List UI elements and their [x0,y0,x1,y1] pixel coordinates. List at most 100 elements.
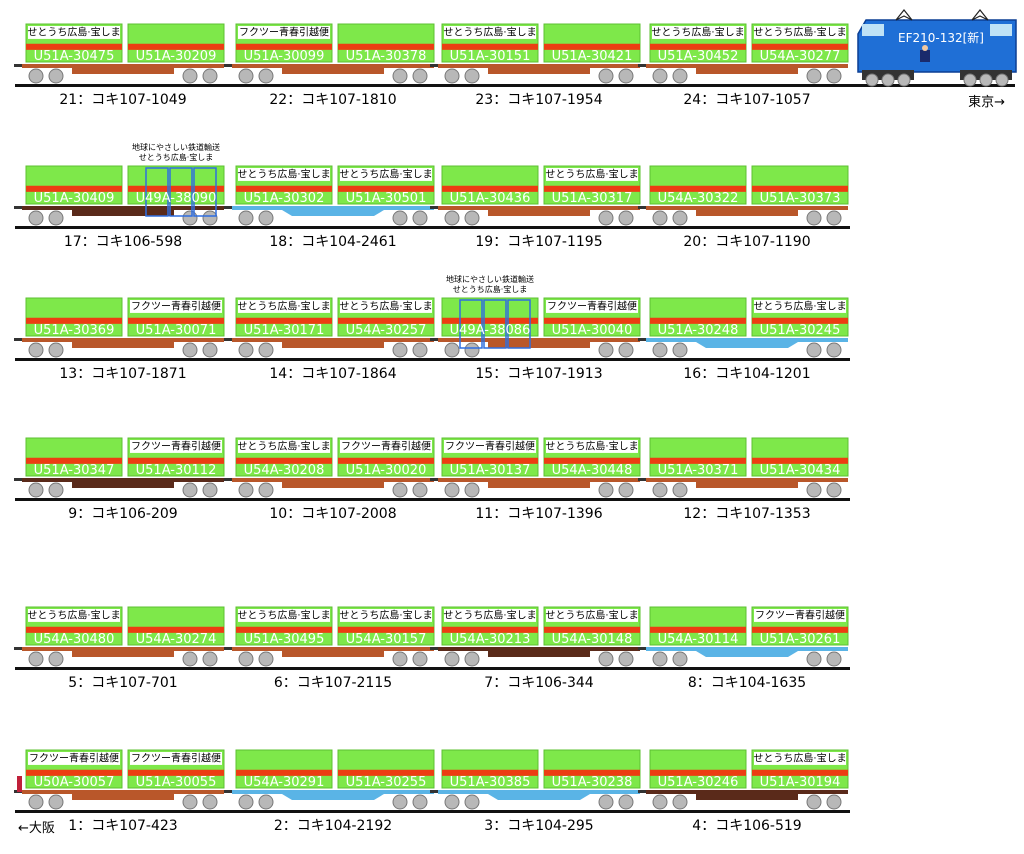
coupler [430,647,438,650]
wheel [48,482,64,498]
wagon-deck [438,338,640,342]
wagon-label: 15：コキ107-1913 [475,366,602,382]
wheel [392,342,408,358]
wheel [464,651,480,667]
wheel [652,68,668,84]
wheel [182,342,198,358]
wheel [652,794,668,810]
wheel [412,651,428,667]
wagon-underframe [488,210,590,216]
wagon-label: 6：コキ107-2115 [274,675,392,691]
container-stripe [442,185,538,192]
wagon: せとうち広島·宝しま U54A-30208 フクツー青春引越便 U51A-30020 1… [224,437,435,522]
wagon-deck [646,64,848,68]
wheel [392,482,408,498]
direction-tokyo: 東京→ [968,94,1005,110]
wheel [412,482,428,498]
container-logo-text: せとうち広島·宝しま [339,608,432,621]
eco-frame [169,167,193,217]
wagon-underframe [696,482,798,488]
container-logo-text: せとうち広島·宝しま [237,167,330,180]
container-number: U51A-30151 [450,49,531,64]
container-stripe [442,626,538,633]
direction-osaka: ←大阪 [18,821,55,836]
container-stripe [338,185,434,192]
container-stripe [442,769,538,776]
container-logo-panel [652,26,744,39]
container-stripe [544,185,640,192]
wheel [464,342,480,358]
wagon-underframe [282,794,384,800]
wheel [28,794,44,810]
wheel [48,68,64,84]
container-logo-panel [238,609,330,622]
wagon-label: 16：コキ104-1201 [683,366,810,382]
wagon-deck [22,64,224,68]
container-logo-panel [546,609,638,622]
container-body [441,165,539,205]
container-number: U51A-30373 [760,191,841,206]
container-logo-text: せとうち広島·宝しま [237,608,330,621]
wagon-underframe [696,651,798,657]
wheel [182,68,198,84]
container-number: U51A-30099 [244,49,325,64]
container-body [751,437,849,477]
container-number: U54A-30213 [450,632,531,647]
container-body [649,165,747,205]
coupler [430,338,438,341]
container-body [337,749,435,789]
container-body [25,165,123,205]
wheel [672,482,688,498]
container-number: U51A-30246 [658,775,739,790]
eco-slogan-line2: せとうち広島·宝しま [139,152,214,162]
container-stripe [236,43,332,50]
wagon-deck [646,206,848,210]
container-logo-text: フクツー青春引越便 [29,751,119,764]
container-logo-text: せとうち広島·宝しま [753,299,846,312]
wagon-deck [646,478,848,482]
container-stripe [236,185,332,192]
container-stripe [752,317,848,324]
wagon: U51A-30385 U51A-30238 3：コキ104-295 [430,749,641,834]
wagon-deck [232,478,434,482]
coupler [638,64,646,67]
wagon-label: 5：コキ107-701 [68,675,177,691]
wagon-deck [438,790,640,794]
container-logo-text: フクツー青春引越便 [445,439,535,452]
wagon-label: 13：コキ107-1871 [59,366,186,382]
wheel [652,482,668,498]
wheel [48,794,64,810]
container-body [441,749,539,789]
wagon-label: 7：コキ106-344 [484,675,593,691]
wheel [618,210,634,226]
container-number: U51A-30055 [136,775,217,790]
pantograph-icon [895,9,913,21]
wheel [258,482,274,498]
wheel [826,651,842,667]
wagon: U54A-30114 フクツー青春引越便 U51A-30261 8：コキ104-163… [638,606,849,691]
wheel [48,651,64,667]
wagon: フクツー青春引越便 U51A-30099 U51A-30378 22：コキ107-18… [224,23,435,108]
container-number: U51A-30317 [552,191,633,206]
container-body [543,749,641,789]
wagon-underframe [696,794,798,800]
wagon: U51A-30369 フクツー青春引越便 U51A-30071 13：コキ107-18… [14,297,225,382]
container-number: U51A-30495 [244,632,325,647]
mascot-icon [920,50,930,62]
container-number: U51A-30371 [658,463,739,478]
wheel [464,210,480,226]
wagon: U54A-30322 U51A-30373 20：コキ107-1190 [638,165,849,250]
wheel [826,794,842,810]
container-stripe [338,769,434,776]
wagon-underframe [72,794,174,800]
container-number: U51A-30171 [244,323,325,338]
wagon-underframe [72,68,174,74]
wheel [258,68,274,84]
wagon: せとうち広島·宝しま U51A-30302 せとうち広島·宝しま U51A-30501… [224,165,435,250]
mascot-face-icon [922,45,928,51]
wheel [618,68,634,84]
wagon-label: 18：コキ104-2461 [269,234,396,250]
wheel [412,342,428,358]
container-number: U51A-30369 [34,323,115,338]
wheel [897,73,911,87]
